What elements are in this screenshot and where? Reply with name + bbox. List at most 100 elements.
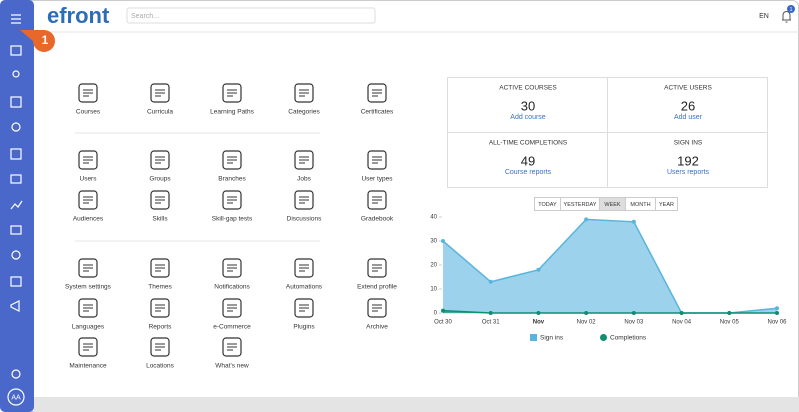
menu-icon-detail: [83, 89, 93, 97]
menu-icon[interactable]: [78, 337, 98, 357]
search-box[interactable]: [126, 7, 376, 24]
menu-icon[interactable]: [150, 83, 170, 103]
menu-label[interactable]: Archive: [366, 324, 388, 331]
menu-icon[interactable]: [150, 190, 170, 210]
stat-link[interactable]: Add user: [674, 114, 703, 121]
nav-icon[interactable]: [10, 96, 22, 108]
logo[interactable]: efront: [47, 3, 110, 28]
badge: [787, 5, 795, 13]
period-label: MONTH: [630, 202, 650, 208]
x-tick-label: Oct 31: [482, 320, 500, 326]
menu-label[interactable]: Discussions: [287, 216, 322, 223]
language[interactable]: EN: [759, 13, 769, 20]
nav-icon[interactable]: [12, 70, 20, 78]
menu-label[interactable]: System settings: [65, 284, 112, 291]
menu-label[interactable]: Learning Paths: [210, 109, 254, 116]
menu-icon[interactable]: [78, 258, 98, 278]
menu-label[interactable]: User types: [361, 176, 393, 183]
menu-icon[interactable]: [294, 150, 314, 170]
menu-label[interactable]: Users: [80, 176, 98, 183]
menu-icon[interactable]: [367, 150, 387, 170]
stat-value: 30: [521, 98, 535, 113]
stat-value: 26: [681, 98, 695, 113]
menu-label[interactable]: Jobs: [297, 176, 311, 183]
menu-icon[interactable]: [78, 190, 98, 210]
menu-icon[interactable]: [150, 150, 170, 170]
period-label: TODAY: [538, 202, 557, 208]
nav-icon[interactable]: [10, 174, 22, 184]
menu-icon[interactable]: [222, 258, 242, 278]
nav-icon[interactable]: [10, 200, 23, 210]
menu-icon[interactable]: [294, 298, 314, 318]
menu-icon[interactable]: [367, 258, 387, 278]
menu-icon[interactable]: [294, 190, 314, 210]
menu-label[interactable]: Curricula: [147, 109, 173, 116]
stat-link[interactable]: Course reports: [505, 169, 552, 176]
menu-label[interactable]: Notifications: [214, 284, 250, 291]
menu-icon[interactable]: [222, 337, 242, 357]
menu-icon[interactable]: [11, 14, 21, 24]
menu-icon-detail: [227, 343, 237, 351]
nav-icon[interactable]: [10, 148, 22, 160]
data-point: [775, 306, 779, 311]
menu-label[interactable]: Extend profile: [357, 284, 397, 291]
menu-icon[interactable]: [150, 258, 170, 278]
menu-icon[interactable]: [150, 298, 170, 318]
menu-icon[interactable]: [367, 298, 387, 318]
legend-label: Sign ins: [540, 335, 564, 342]
menu-label[interactable]: Reports: [149, 324, 173, 331]
data-point: [536, 267, 541, 272]
nav-icon[interactable]: [10, 276, 22, 287]
menu-label[interactable]: Automations: [286, 284, 323, 291]
menu-icon[interactable]: [367, 83, 387, 103]
menu-icon[interactable]: [222, 190, 242, 210]
bell-icon[interactable]: [782, 11, 791, 23]
menu-label[interactable]: Maintenance: [69, 363, 107, 370]
nav-icon[interactable]: [11, 122, 21, 132]
menu-label[interactable]: Languages: [72, 324, 105, 331]
menu-icon[interactable]: [367, 190, 387, 210]
menu-label[interactable]: e-Commerce: [213, 324, 251, 331]
menu-icon[interactable]: [78, 298, 98, 318]
menu-label[interactable]: What's new: [215, 363, 249, 370]
menu-icon[interactable]: [78, 83, 98, 103]
menu-icon[interactable]: [294, 258, 314, 278]
menu-icon[interactable]: [222, 150, 242, 170]
data-point: [488, 311, 493, 315]
menu-icon[interactable]: [222, 83, 242, 103]
menu-label[interactable]: Certificates: [361, 109, 394, 116]
nav-icon[interactable]: [10, 45, 22, 56]
menu-label[interactable]: Courses: [76, 109, 101, 116]
y-tick-label: 30: [430, 239, 437, 245]
menu-label[interactable]: Audiences: [73, 216, 104, 223]
stat-link[interactable]: Add course: [510, 114, 546, 121]
menu-icon[interactable]: [294, 83, 314, 103]
menu-icon[interactable]: [222, 298, 242, 318]
menu-label[interactable]: Groups: [149, 176, 171, 183]
menu-label[interactable]: Skill-gap tests: [212, 216, 253, 223]
power-icon[interactable]: [11, 369, 21, 379]
x-tick-label: Nov: [533, 320, 545, 326]
menu-icon-detail: [299, 196, 309, 204]
menu-icon[interactable]: [150, 337, 170, 357]
menu-label[interactable]: Locations: [146, 363, 175, 370]
menu-icon-detail: [227, 156, 237, 164]
menu-label[interactable]: Plugins: [293, 324, 315, 331]
data-point: [679, 311, 684, 315]
menu-icon[interactable]: [78, 150, 98, 170]
nav-icon[interactable]: [10, 225, 22, 235]
period-button[interactable]: [655, 197, 678, 211]
menu-label[interactable]: Categories: [288, 109, 320, 116]
sidebar-icons: [7, 14, 25, 406]
avatar[interactable]: [7, 388, 25, 406]
stat-link[interactable]: Users reports: [667, 169, 710, 176]
menu-icon-detail: [372, 264, 382, 272]
menu-label[interactable]: Gradebook: [361, 216, 394, 223]
nav-icon[interactable]: [10, 300, 20, 312]
menu-label[interactable]: Branches: [218, 176, 246, 183]
x-tick-label: Nov 06: [767, 320, 787, 326]
nav-icon[interactable]: [11, 250, 21, 260]
menu-icon-detail: [155, 264, 165, 272]
menu-label[interactable]: Themes: [148, 284, 172, 291]
menu-label[interactable]: Skills: [152, 216, 168, 223]
